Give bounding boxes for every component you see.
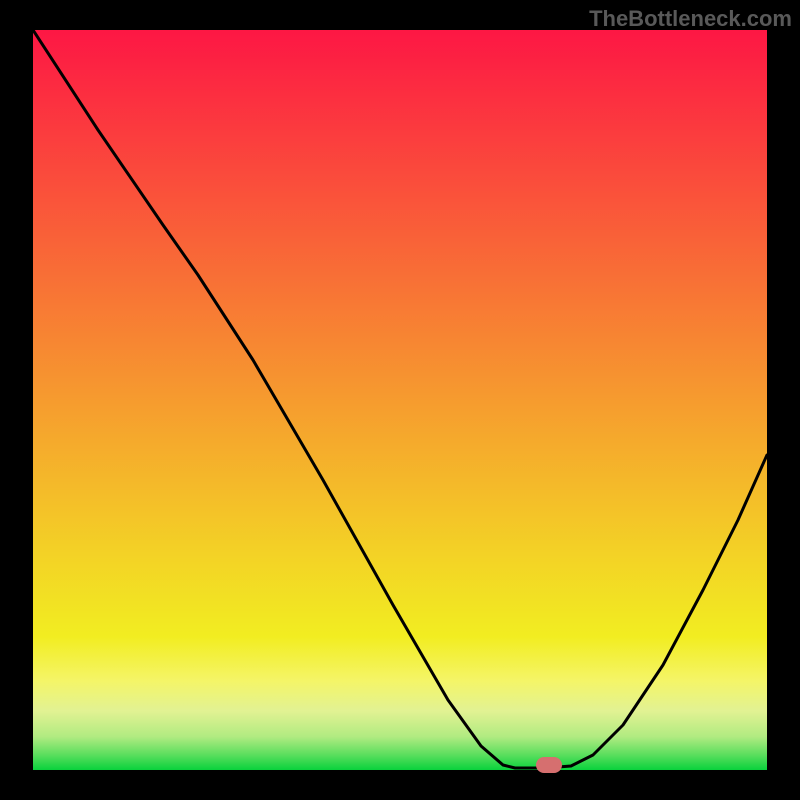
curve-layer <box>33 30 767 770</box>
highlight-marker <box>536 757 562 773</box>
plot-area <box>33 30 767 770</box>
attribution-label: TheBottleneck.com <box>589 6 792 32</box>
figure-root: TheBottleneck.com <box>0 0 800 800</box>
bottleneck-curve <box>33 30 767 768</box>
